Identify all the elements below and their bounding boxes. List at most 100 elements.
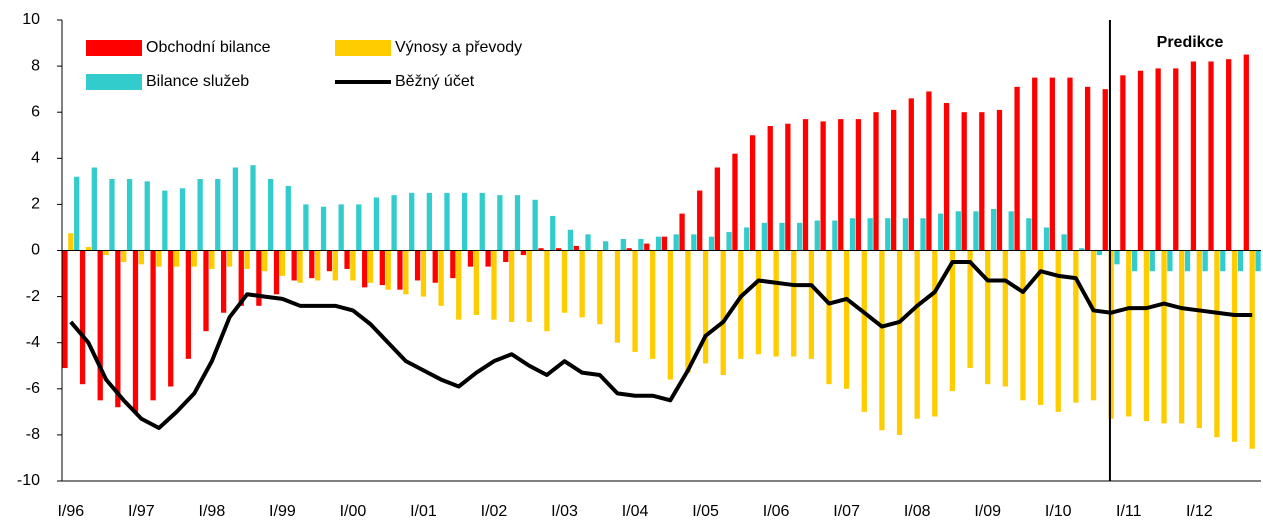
- bar: [996, 109, 1003, 251]
- bar: [655, 236, 662, 251]
- bar: [573, 245, 579, 251]
- bar: [491, 250, 497, 320]
- bar: [667, 250, 673, 380]
- bar: [262, 250, 268, 272]
- bar: [767, 126, 773, 251]
- bar: [1231, 250, 1238, 442]
- bar: [303, 204, 309, 251]
- bar: [367, 250, 374, 283]
- bar: [561, 250, 568, 313]
- bar: [350, 250, 356, 281]
- bar: [867, 218, 873, 251]
- bar: [109, 179, 115, 251]
- bar: [285, 185, 291, 251]
- bar: [1073, 250, 1079, 403]
- bar: [79, 250, 86, 385]
- bar: [1184, 250, 1191, 272]
- bar: [579, 250, 585, 318]
- bar: [1102, 89, 1108, 251]
- bar: [632, 250, 638, 352]
- y-tick-label: -6: [26, 380, 40, 397]
- bar: [514, 195, 521, 251]
- bar: [1032, 77, 1038, 251]
- x-tick-label: I/08: [904, 503, 931, 520]
- bar: [1126, 250, 1132, 417]
- bar: [150, 250, 156, 401]
- bar: [932, 250, 938, 417]
- bar: [891, 109, 897, 251]
- bar: [820, 121, 826, 251]
- bar: [403, 250, 409, 295]
- bar: [450, 250, 456, 279]
- bar: [1084, 86, 1091, 251]
- bar: [1237, 250, 1244, 272]
- bar: [297, 250, 303, 283]
- bar: [1067, 77, 1073, 251]
- bar: [356, 204, 362, 251]
- bar: [979, 112, 985, 251]
- bar: [985, 250, 991, 385]
- bar: [726, 232, 732, 251]
- y-tick-label: 2: [31, 196, 40, 213]
- x-tick-label: I/12: [1186, 503, 1213, 520]
- legend-label: Výnosy a převody: [395, 39, 522, 56]
- bar: [938, 213, 944, 251]
- bar: [691, 234, 697, 251]
- bar: [1243, 54, 1249, 251]
- x-tick-label: I/03: [551, 503, 578, 520]
- y-tick-label: 6: [31, 103, 40, 120]
- bar: [967, 250, 973, 369]
- bar: [1079, 248, 1085, 251]
- bar: [232, 167, 239, 251]
- y-tick-label: 10: [22, 11, 40, 28]
- bar: [273, 250, 280, 295]
- bar: [279, 250, 286, 276]
- bar: [714, 167, 720, 251]
- bar: [1143, 250, 1150, 422]
- bar: [1190, 61, 1197, 251]
- bar: [1155, 68, 1161, 251]
- bar: [1173, 68, 1179, 251]
- bar: [103, 250, 109, 256]
- bar: [855, 119, 862, 251]
- bar: [973, 211, 979, 251]
- x-tick-label: I/00: [340, 503, 367, 520]
- y-tick-label: 4: [31, 150, 40, 167]
- bar: [1055, 250, 1061, 412]
- bar: [138, 250, 144, 265]
- bar: [702, 250, 709, 364]
- bar: [497, 195, 503, 251]
- bar: [779, 222, 785, 251]
- bar: [849, 218, 856, 251]
- bar: [879, 250, 885, 431]
- bar: [1014, 86, 1020, 251]
- x-tick-label: I/11: [1116, 503, 1142, 520]
- bar: [1049, 77, 1055, 251]
- bar: [338, 204, 344, 251]
- bar: [1037, 250, 1044, 405]
- bar: [461, 192, 468, 251]
- bar: [1149, 250, 1155, 272]
- bar: [1026, 218, 1032, 251]
- x-tick-label: I/98: [199, 503, 226, 520]
- bar: [503, 250, 509, 263]
- bar: [74, 176, 80, 251]
- y-tick-label: -8: [26, 426, 40, 443]
- bar: [185, 250, 192, 359]
- y-tick-label: -4: [26, 334, 40, 351]
- bar: [156, 250, 162, 267]
- bar: [885, 218, 891, 251]
- bar: [532, 199, 538, 251]
- bar: [1120, 75, 1126, 251]
- legend-swatch: [86, 40, 142, 56]
- y-tick-label: -10: [17, 472, 40, 489]
- x-tick-label: I/04: [622, 503, 649, 520]
- bar: [961, 112, 967, 251]
- legend-label: Bilance služeb: [146, 73, 249, 90]
- bar: [791, 250, 797, 357]
- bar: [215, 179, 221, 251]
- bar: [485, 250, 491, 267]
- x-tick-label: I/10: [1045, 503, 1072, 520]
- bar: [520, 250, 527, 256]
- bar: [244, 250, 250, 269]
